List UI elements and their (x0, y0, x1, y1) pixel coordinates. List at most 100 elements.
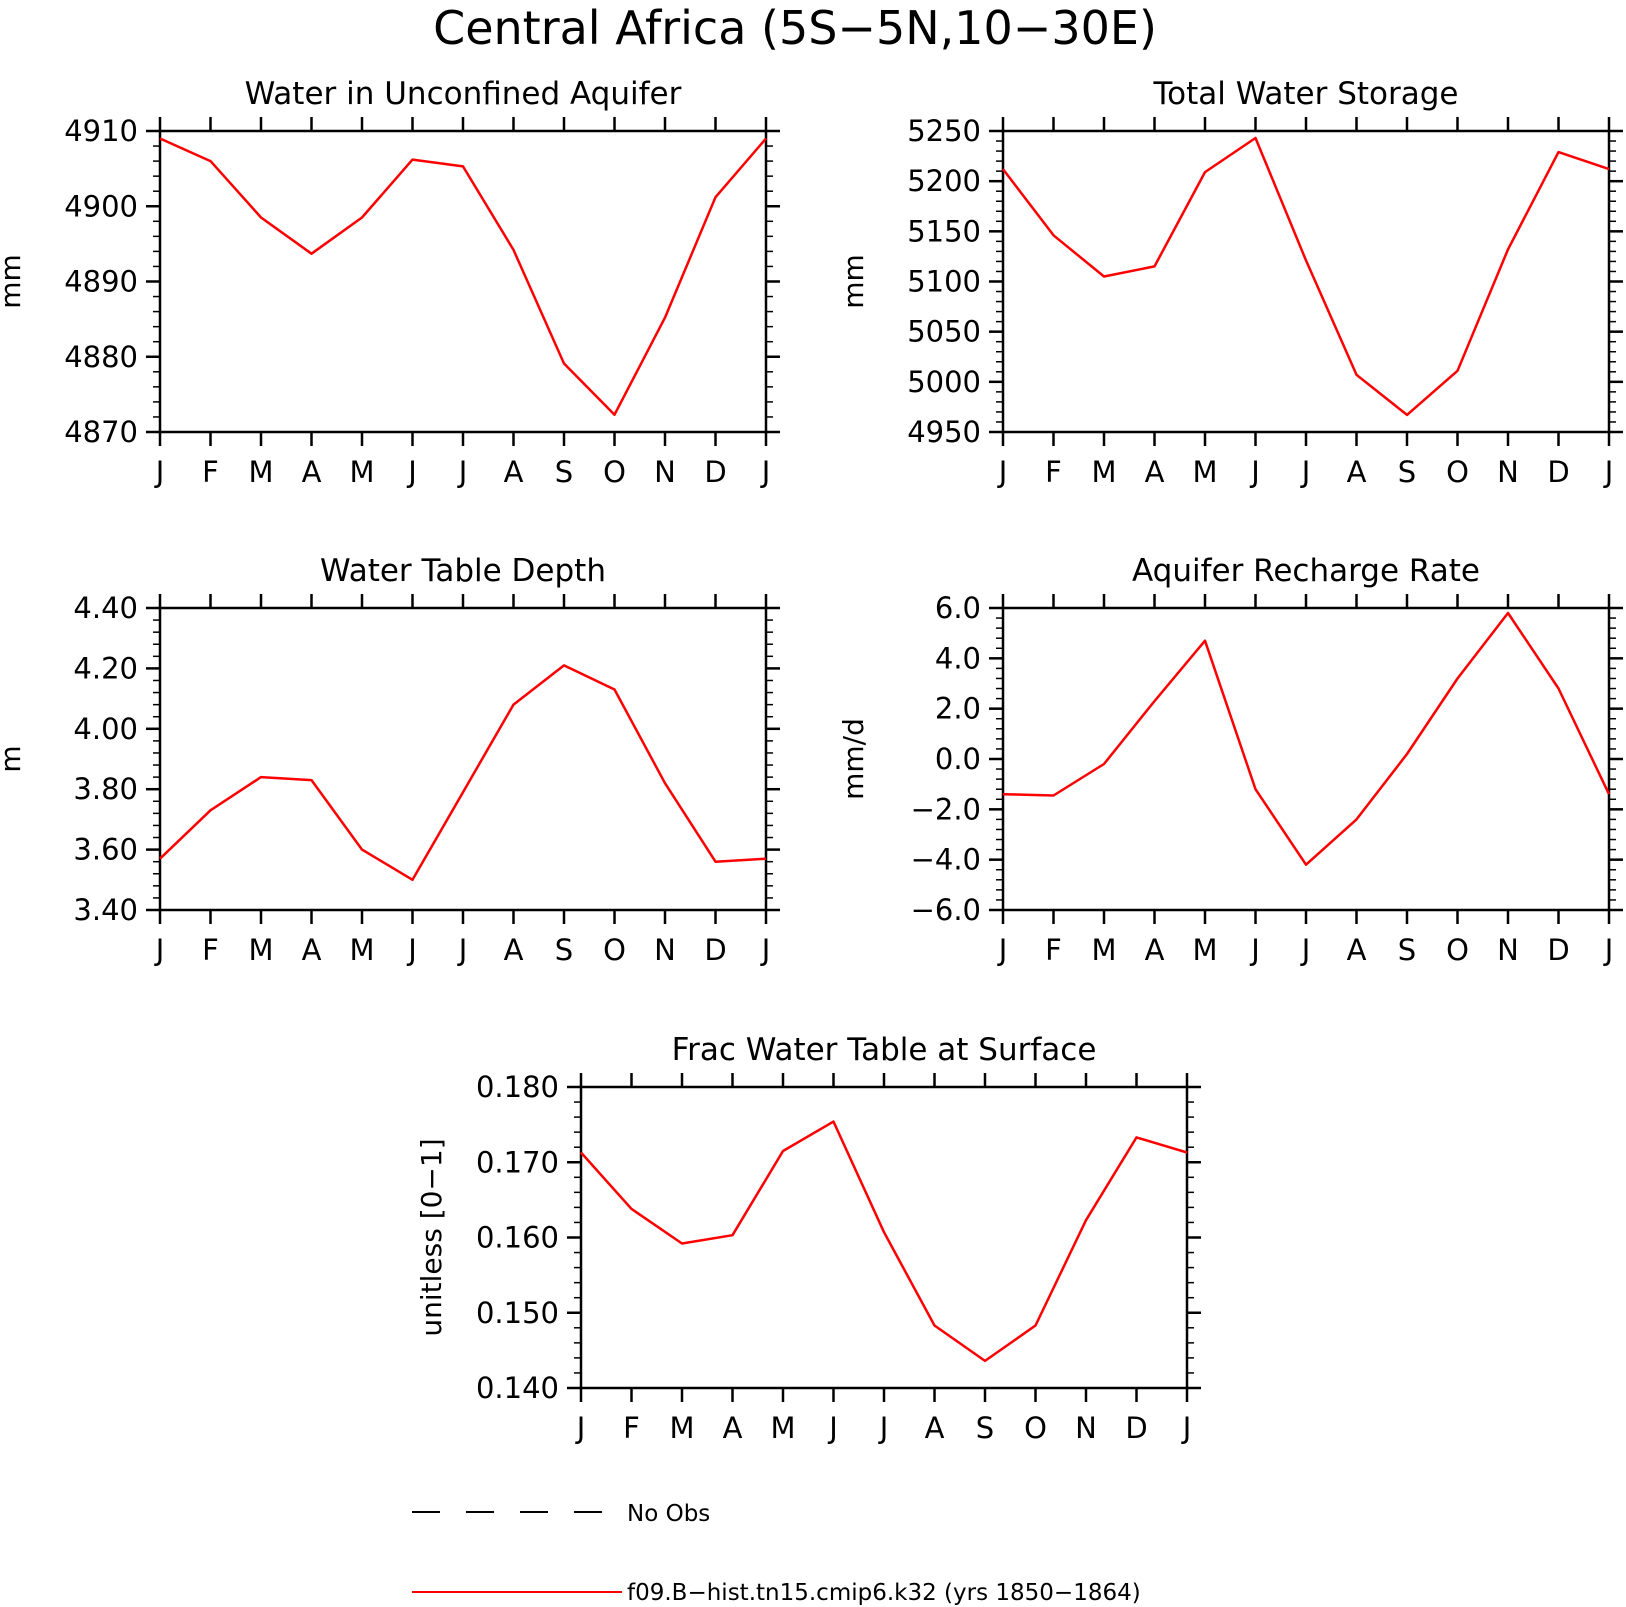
y-axis-label: m (0, 745, 27, 772)
panel-title: Frac Water Table at Surface (672, 1032, 1097, 1068)
x-tick-label: J (1300, 933, 1311, 967)
x-tick-label: M (1192, 933, 1217, 967)
y-tick-label: 4910 (64, 114, 138, 148)
panel-title: Water Table Depth (320, 553, 606, 589)
x-tick-label: N (1497, 933, 1519, 967)
x-tick-label: O (1024, 1411, 1047, 1445)
series-line (1002, 136, 1610, 417)
x-tick-label: J (457, 455, 468, 489)
x-tick-label: A (1145, 455, 1165, 489)
x-tick-label: A (302, 933, 322, 967)
x-tick-label: N (1075, 1411, 1097, 1445)
x-tick-label: J (406, 933, 417, 967)
x-tick-label: M (1091, 455, 1116, 489)
x-tick-label: N (654, 933, 676, 967)
x-tick-label: A (925, 1411, 945, 1445)
x-tick-label: F (1045, 933, 1062, 967)
y-tick-label: 5250 (907, 114, 981, 148)
y-tick-label: 4.0 (935, 641, 981, 675)
x-tick-label: S (976, 1411, 994, 1445)
panel-total-water-storage: J F M A M J J A S O N D J495050005050510051505200525… (837, 76, 1623, 489)
x-tick-label: J (1300, 455, 1311, 489)
x-tick-label: A (723, 1411, 743, 1445)
y-tick-label: 0.140 (476, 1371, 559, 1405)
x-tick-label: M (349, 933, 374, 967)
x-tick-label: A (504, 455, 524, 489)
y-axis-label: unitless [0−1] (415, 1138, 448, 1336)
x-tick-label: J (997, 455, 1008, 489)
panel-water-table-depth: J F M A M J J A S O N D J3.403.603.804.004.204.40Wat… (0, 553, 780, 967)
x-tick-label: J (1603, 933, 1614, 967)
y-tick-label: 5150 (907, 214, 981, 248)
x-tick-label: D (704, 455, 726, 489)
x-tick-label: F (1045, 455, 1062, 489)
x-tick-label: S (555, 933, 573, 967)
x-tick-label: J (575, 1411, 586, 1445)
y-tick-label: 4950 (907, 415, 981, 449)
series-line (1002, 611, 1611, 866)
y-tick-label: 4870 (64, 415, 138, 449)
x-tick-label: J (1603, 455, 1614, 489)
x-tick-label: D (1547, 455, 1569, 489)
y-tick-label: 4900 (64, 189, 138, 223)
x-tick-label: M (248, 455, 273, 489)
x-tick-label: J (154, 933, 165, 967)
x-tick-label: O (603, 933, 626, 967)
x-tick-label: A (1347, 933, 1367, 967)
x-tick-label: J (154, 455, 165, 489)
y-tick-label: 5100 (907, 265, 981, 299)
plot-frame (1001, 129, 1611, 434)
panel-frac-water-table-at-surface: J F M A M J J A S O N D J0.1400.1500.1600.1700.180Fr… (415, 1032, 1201, 1445)
x-tick-label: M (1192, 455, 1217, 489)
y-tick-label: −4.0 (911, 843, 981, 877)
x-tick-label: J (406, 455, 417, 489)
x-tick-label: S (555, 455, 573, 489)
figure-title: Central Africa (5S−5N,10−30E) (433, 1, 1157, 55)
x-tick-label: J (760, 455, 771, 489)
x-tick-label: J (1249, 455, 1260, 489)
x-tick-label: M (248, 933, 273, 967)
x-tick-label: A (302, 455, 322, 489)
x-tick-label: O (1446, 455, 1469, 489)
y-tick-label: 0.160 (476, 1221, 559, 1255)
y-tick-label: 5200 (907, 164, 981, 198)
x-tick-label: A (504, 933, 524, 967)
x-tick-label: F (623, 1411, 640, 1445)
x-tick-label: J (878, 1411, 889, 1445)
y-tick-label: 0.150 (476, 1296, 559, 1330)
x-tick-label: J (457, 933, 468, 967)
x-tick-label: O (1446, 933, 1469, 967)
legend-label-no-obs: No Obs (627, 1501, 710, 1527)
y-tick-label: 5000 (907, 365, 981, 399)
series-line (159, 137, 767, 416)
y-tick-label: 4880 (64, 340, 138, 374)
x-tick-label: S (1398, 455, 1416, 489)
y-tick-label: 0.0 (935, 742, 981, 776)
x-tick-label: N (1497, 455, 1519, 489)
y-tick-label: 3.80 (73, 772, 138, 806)
x-tick-label: M (1091, 933, 1116, 967)
panel-title: Aquifer Recharge Rate (1132, 553, 1480, 589)
y-axis-label: mm/d (837, 718, 870, 800)
y-tick-label: −2.0 (911, 792, 981, 826)
x-tick-label: J (1181, 1411, 1192, 1445)
y-tick-label: 2.0 (935, 692, 981, 726)
x-tick-label: A (1145, 933, 1165, 967)
y-tick-label: 3.40 (73, 893, 138, 927)
x-tick-label: M (669, 1411, 694, 1445)
x-tick-label: J (997, 933, 1008, 967)
x-tick-label: A (1347, 455, 1367, 489)
x-tick-label: F (202, 455, 219, 489)
x-tick-label: F (202, 933, 219, 967)
x-tick-label: N (654, 455, 676, 489)
x-tick-label: D (704, 933, 726, 967)
y-tick-label: 0.180 (476, 1070, 559, 1104)
y-tick-label: 0.170 (476, 1145, 559, 1179)
y-tick-label: 4890 (64, 265, 138, 299)
series-line (159, 664, 767, 882)
panel-title: Water in Unconfined Aquifer (245, 76, 682, 112)
y-tick-label: 3.60 (73, 833, 138, 867)
y-axis-label: mm (0, 254, 27, 309)
